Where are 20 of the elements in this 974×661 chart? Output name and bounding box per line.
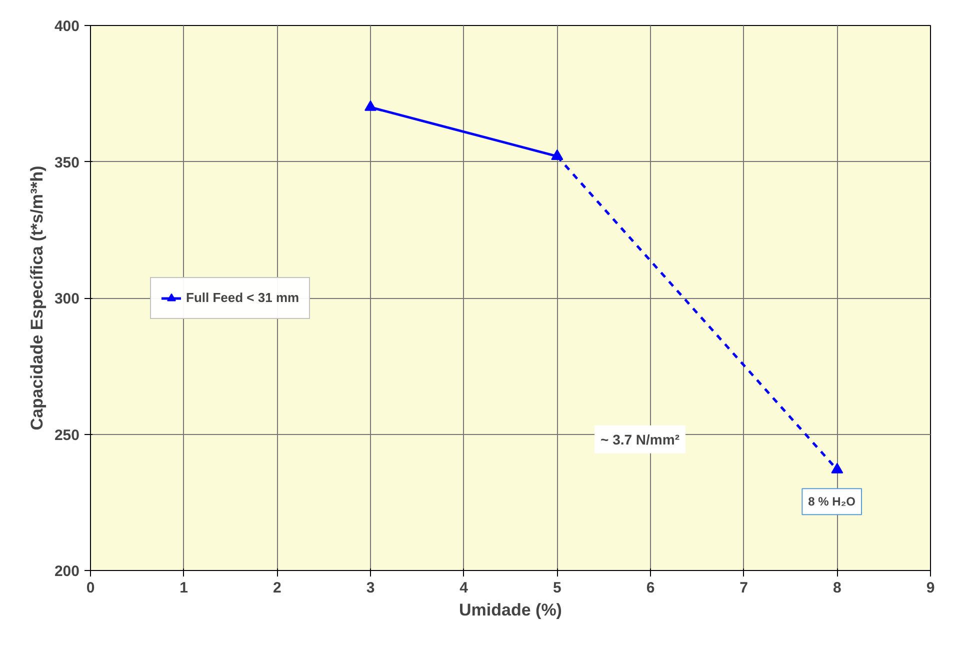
x-tick-label: 1 [180,580,188,596]
y-axis-title: Capacidade Específica (t*s/m³*h) [27,166,46,430]
y-tick-label: 400 [54,18,80,35]
x-tick-label: 5 [552,580,562,596]
x-tick-label: 0 [86,580,95,596]
x-tick-label: 7 [740,580,748,596]
x-tick-label: 2 [272,580,282,596]
x-tick-label: 3 [366,580,375,596]
x-tick-label: 8 [832,580,842,596]
annotation: ~ 3.7 N/mm² [600,431,680,448]
x-tick-label: 4 [460,580,469,596]
y-tick-label: 200 [54,563,80,580]
x-tick-label: 6 [646,580,655,596]
x-axis-title: Umidade (%) [459,600,562,620]
y-tick-label: 250 [54,426,80,444]
y-tick-label: 350 [54,154,80,172]
x-tick-label: 9 [926,580,935,596]
annotation: 8 % H₂O [808,494,856,509]
legend-label: Full Feed < 31 mm [186,290,300,305]
y-tick-label: 300 [54,290,80,308]
